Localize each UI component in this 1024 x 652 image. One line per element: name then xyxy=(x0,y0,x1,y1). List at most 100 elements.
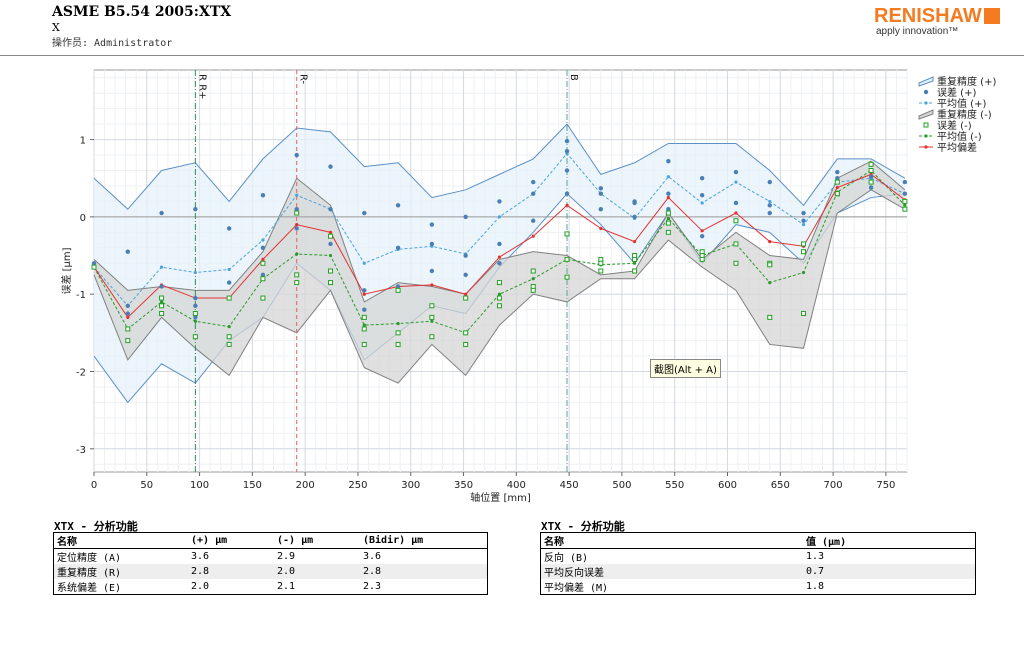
table-cell: 1.8 xyxy=(806,581,825,592)
header-divider xyxy=(0,55,1024,56)
series-point xyxy=(700,229,704,233)
error-plus-point xyxy=(362,210,367,216)
table-row: 重复精度 (R) 2.8 2.0 2.8 xyxy=(53,564,488,579)
error-plus-point xyxy=(463,253,468,258)
series-point xyxy=(126,315,130,319)
error-minus-point xyxy=(260,276,266,282)
series-point xyxy=(666,216,670,221)
error-minus-point xyxy=(530,268,536,274)
error-plus-point xyxy=(294,152,299,158)
series-point xyxy=(531,277,535,281)
error-plus-point xyxy=(564,191,570,196)
series-point xyxy=(768,280,772,285)
error-plus-point xyxy=(902,191,908,196)
error-minus-point xyxy=(226,341,232,347)
table-cell: 2.3 xyxy=(363,581,382,592)
error-minus-point xyxy=(192,334,198,340)
error-chart: R R+ R- B 0 50 100 150 200 250 300 350 400 450 500 550… xyxy=(60,69,996,504)
series-point xyxy=(835,185,839,190)
table-row: 反向 (B) 1.3 xyxy=(541,549,976,564)
series-point xyxy=(295,223,299,227)
table-cell: 2.1 xyxy=(277,581,296,592)
band-upper-line xyxy=(93,123,906,210)
col-header: (+) µm xyxy=(188,532,274,549)
table-cell: 2.8 xyxy=(360,564,488,579)
series-point xyxy=(801,223,806,227)
y-tick-label: -1 xyxy=(76,290,86,301)
table-row: 平均反向误差 0.7 xyxy=(540,564,976,579)
error-plus-point xyxy=(598,186,604,191)
table-cell: 2.0 xyxy=(191,581,210,592)
x-tick-label: 450 xyxy=(560,480,579,491)
error-plus-point xyxy=(767,210,772,216)
error-plus-point xyxy=(564,138,570,144)
error-plus-point xyxy=(868,185,874,190)
legend-label: 重复精度 (-) xyxy=(937,108,992,121)
axis-label: X xyxy=(52,21,60,34)
error-minus-point xyxy=(328,280,334,286)
table-cell: 系统偏差 (E) xyxy=(57,583,122,594)
error-plus-point xyxy=(226,226,232,231)
error-minus-point xyxy=(226,295,232,301)
error-plus-point xyxy=(699,193,705,198)
error-minus-point xyxy=(226,334,232,340)
x-tick-label: 500 xyxy=(612,480,631,491)
x-tick-label: 300 xyxy=(401,480,420,491)
error-plus-point xyxy=(193,295,198,301)
analysis-table-left: 名称 (+) µm (-) µm (Bidir) µm 定位精度 (A) 3.6… xyxy=(53,532,488,595)
error-minus-point xyxy=(598,268,604,274)
series-point xyxy=(666,175,670,179)
legend-label: 平均偏差 xyxy=(937,141,977,154)
marker-label: R R+ xyxy=(196,74,207,99)
table-cell: 3.6 xyxy=(191,551,210,562)
table-cell: 1.3 xyxy=(806,551,825,562)
series-point xyxy=(497,292,502,296)
series-point xyxy=(565,203,569,207)
error-plus-point xyxy=(564,168,570,173)
marker-label: B xyxy=(568,74,579,81)
error-plus-point xyxy=(429,222,435,227)
error-minus-point xyxy=(632,256,638,262)
series-point xyxy=(632,240,637,244)
error-minus-point xyxy=(564,274,570,280)
series-point xyxy=(430,319,434,323)
legend-swatch xyxy=(924,134,928,138)
legend-swatch xyxy=(924,101,928,105)
series-point xyxy=(666,195,670,200)
col-header: 名称 xyxy=(53,532,188,549)
legend-swatch xyxy=(923,89,929,95)
series-point xyxy=(768,199,772,204)
series-point xyxy=(801,270,806,275)
table-cell: 定位精度 (A) xyxy=(57,553,122,564)
error-minus-point xyxy=(496,280,502,286)
error-minus-point xyxy=(125,326,131,332)
error-minus-point xyxy=(192,311,198,317)
table-cell: 2.9 xyxy=(277,551,296,562)
series-point xyxy=(362,261,366,265)
legend-swatch xyxy=(924,145,928,149)
error-minus-point xyxy=(294,280,300,286)
error-plus-point xyxy=(497,199,502,204)
x-tick-label: 700 xyxy=(824,480,843,491)
error-plus-point xyxy=(294,226,299,231)
col-header: (Bidir) µm xyxy=(360,532,488,549)
error-plus-point xyxy=(429,241,435,247)
series-point xyxy=(159,300,164,304)
col-header: 值 (µm) xyxy=(803,532,976,549)
table-cell: 重复精度 (R) xyxy=(53,564,188,579)
error-plus-point xyxy=(801,210,806,216)
error-plus-point xyxy=(767,203,772,208)
series-point xyxy=(734,180,738,184)
series-point xyxy=(295,252,299,256)
series-point xyxy=(159,265,164,269)
error-plus-point xyxy=(193,206,198,212)
error-minus-point xyxy=(699,256,705,262)
error-plus-point xyxy=(328,206,333,212)
error-plus-point xyxy=(260,272,266,278)
legend-swatch xyxy=(923,122,929,128)
x-tick-label: 150 xyxy=(243,480,262,491)
x-tick-label: 100 xyxy=(190,480,209,491)
col-header: (-) µm xyxy=(274,532,360,549)
error-plus-point xyxy=(125,249,130,254)
error-minus-point xyxy=(429,303,435,309)
